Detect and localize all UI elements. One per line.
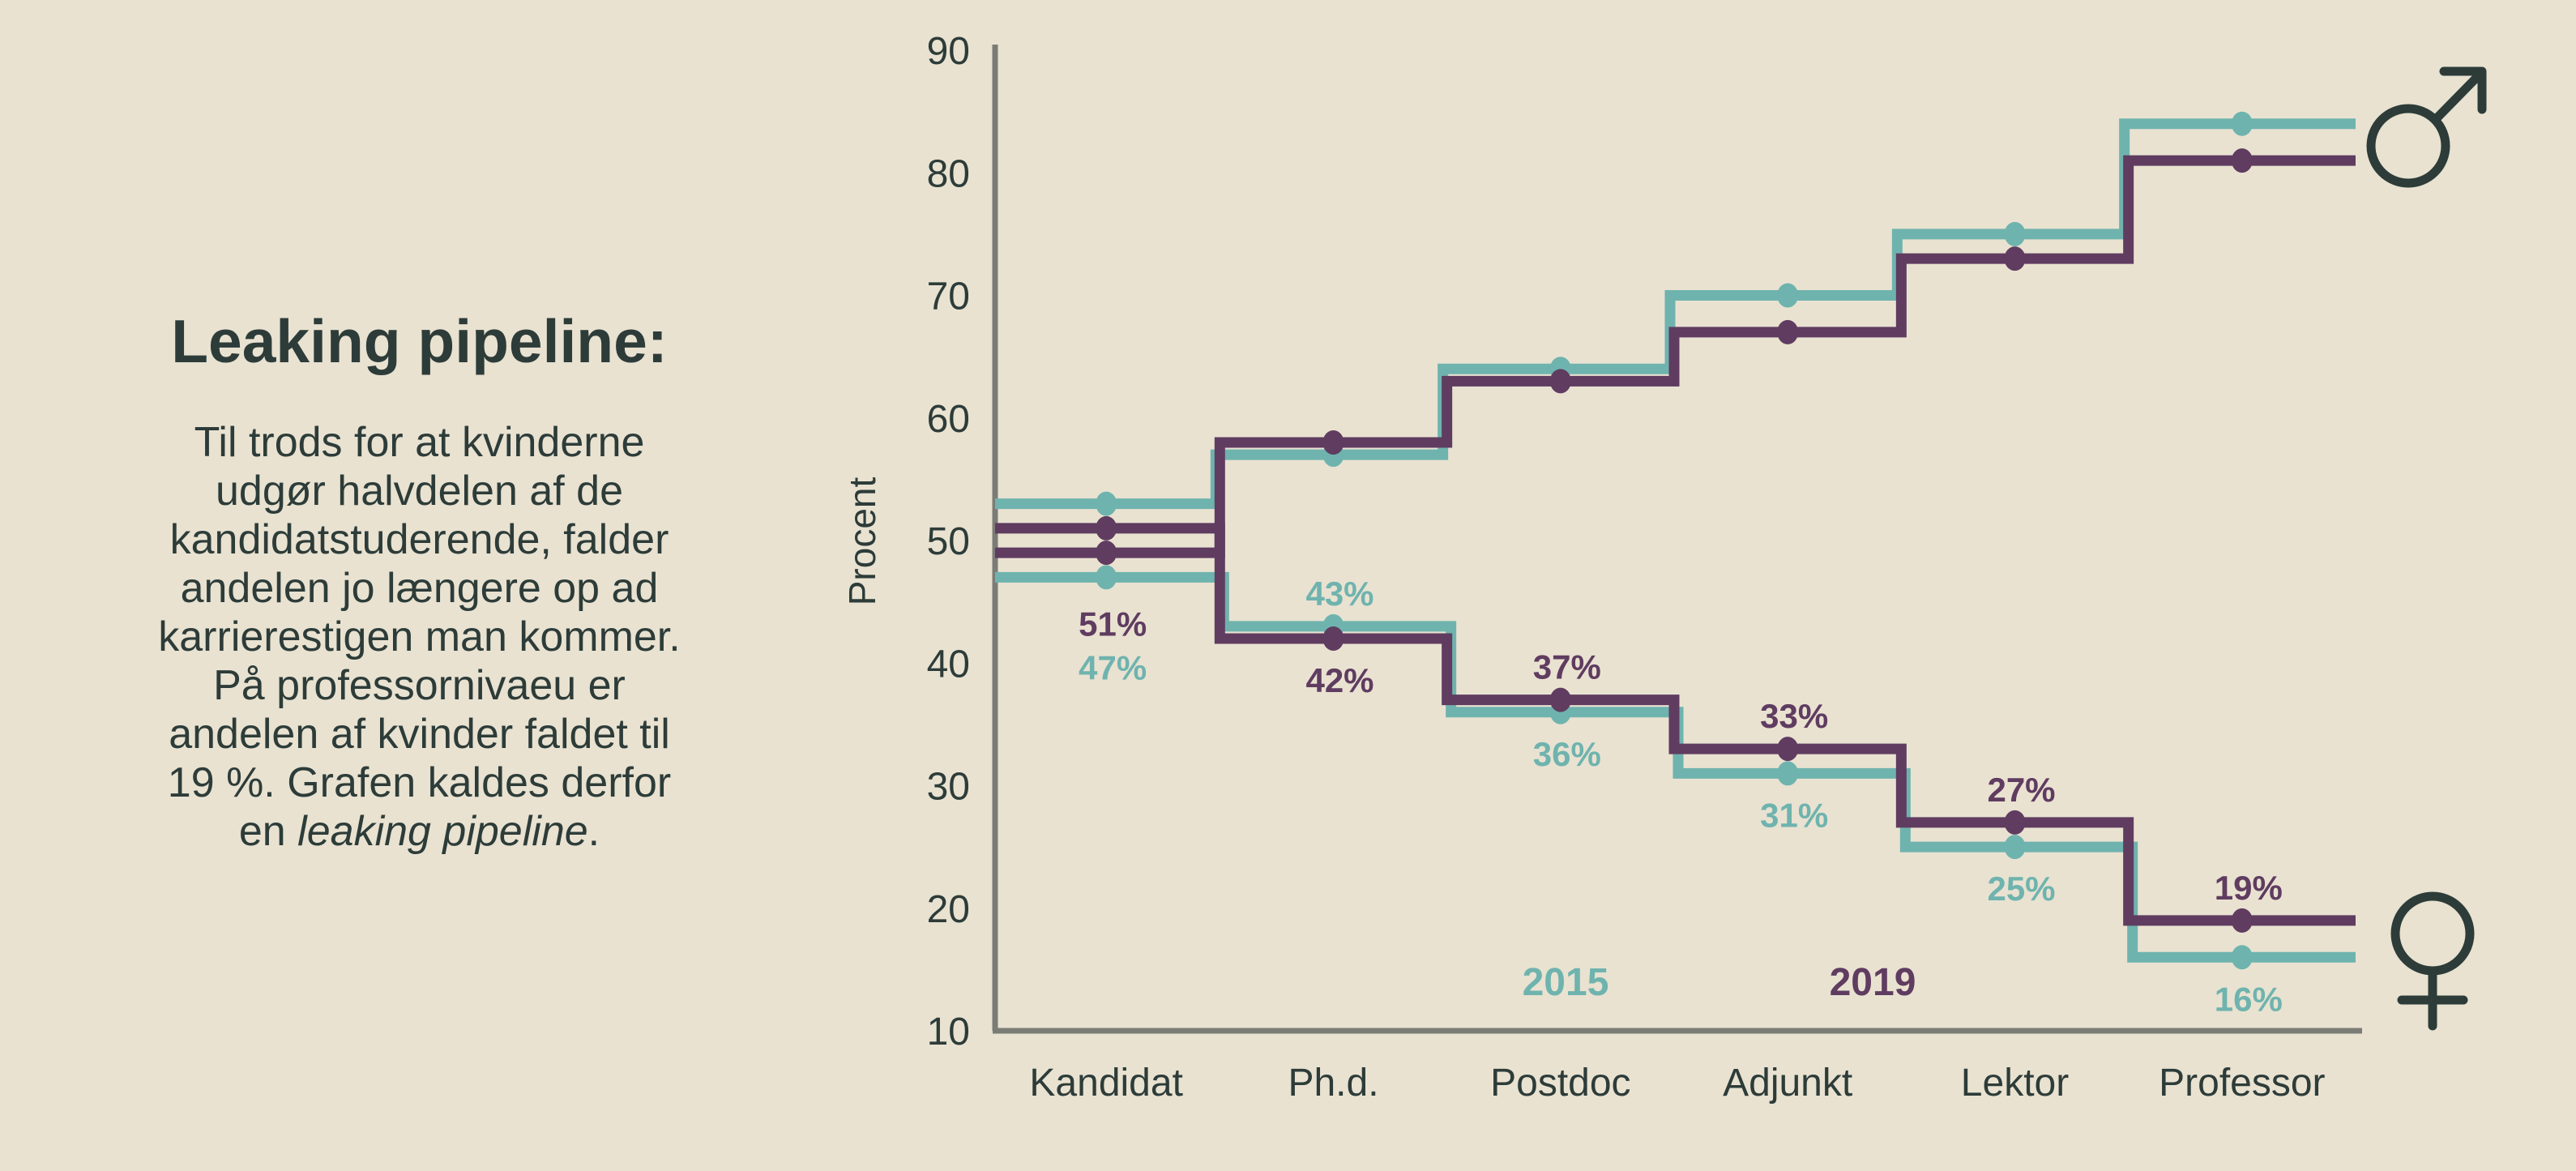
axes [992,45,2362,1034]
y-tick-label: 30 [927,766,970,809]
intro-paragraph: Til trods for at kvinderne udgør halvdel… [77,418,762,856]
intro-line: På professornivaeu er [213,662,626,709]
intro-line: udgør halvdelen af de [215,468,623,515]
data-point-men-2019 [1549,369,1571,394]
data-point-women-2015 [2004,835,2026,860]
data-point-women-2019 [2004,810,2026,835]
legend-2019: 2019 [1830,961,1916,1004]
intro-line: andelen jo længere op ad [180,565,659,612]
data-point-women-2019 [2231,908,2253,933]
intro-line: kandidatstuderende, falder [169,516,669,563]
value-label-2015: 31% [1760,796,1828,834]
y-tick-label: 40 [927,643,970,686]
data-point-men-2019 [1322,430,1344,455]
y-tick-label: 90 [927,30,970,73]
x-axis-label: Kandidat [1029,1062,1183,1105]
female-symbol-icon [2390,891,2475,1031]
series-lines [995,118,2356,963]
y-tick-label: 70 [927,276,970,318]
value-label-2015: 25% [1987,870,2055,908]
data-point-men-2019 [2004,246,2026,271]
intro-text-block: Leaking pipeline: Til trods for at kvind… [77,306,762,856]
value-labels: 51% 47% 42% 43% 37% 36% 33% 31% 27% 25% 19% 16% [1079,575,2283,1018]
data-point-women-2019 [1549,687,1571,712]
value-label-2019: 37% [1533,648,1601,686]
value-label-2019: 19% [2215,869,2283,907]
data-point-men-2015 [1777,283,1799,308]
intro-line-last: en leaking pipeline. [238,808,600,855]
x-axis-label: Ph.d. [1288,1062,1378,1105]
series-line-women-2019 [995,523,2356,926]
intro-line: andelen af kvinder faldet til [169,711,670,758]
value-label-2019: 42% [1305,661,1373,699]
y-tick-label: 50 [927,520,970,563]
series-line-men-2015 [995,118,2356,510]
legend-2015: 2015 [1523,961,1609,1004]
data-point-women-2015 [2231,945,2253,970]
value-label-2015: 16% [2215,980,2283,1018]
value-label-2019: 51% [1079,605,1147,643]
male-symbol-icon [2366,66,2487,188]
x-axis-label: Professor [2159,1062,2325,1105]
y-tick-labels: 90 80 70 60 50 40 30 20 10 [927,30,970,1053]
data-point-women-2015 [1096,565,1117,590]
y-tick-label: 10 [927,1011,970,1053]
x-axis-label: Adjunkt [1723,1062,1852,1105]
series-line-women-2015 [995,571,2356,963]
data-point-men-2019 [1096,541,1117,566]
legend: 2015 2019 [1523,961,1916,1004]
intro-line: karrierestigen man kommer. [158,613,681,660]
y-tick-label: 80 [927,152,970,195]
value-label-2015: 47% [1079,648,1147,686]
data-point-women-2019 [1322,626,1344,651]
value-label-2019: 27% [1987,771,2055,809]
x-axis-labels: Kandidat Ph.d. Postdoc Adjunkt Lektor Profess… [1029,1062,2325,1105]
data-point-men-2015 [2231,111,2253,136]
intro-line: 19 %. Grafen kaldes derfor [167,759,672,806]
value-label-2019: 33% [1760,697,1828,735]
y-axis-title: Procent [841,477,883,606]
y-tick-label: 20 [927,888,970,931]
value-label-2015: 36% [1533,735,1601,773]
x-axis-label: Lektor [1961,1062,2069,1105]
data-point-men-2019 [1777,319,1799,344]
intro-line: Til trods for at kvinderne [194,419,645,466]
x-axis-label: Postdoc [1490,1062,1630,1105]
y-tick-label: 60 [927,398,970,441]
intro-title: Leaking pipeline: [171,307,668,375]
series-line-men-2019 [995,155,2356,558]
data-point-women-2019 [1777,737,1799,762]
data-points [1096,111,2253,970]
data-point-women-2015 [1777,761,1799,786]
data-point-men-2015 [2004,221,2026,246]
value-label-2015: 43% [1305,575,1373,613]
data-point-women-2019 [1096,515,1117,541]
data-point-men-2015 [1096,491,1117,516]
data-point-men-2019 [2231,148,2253,173]
